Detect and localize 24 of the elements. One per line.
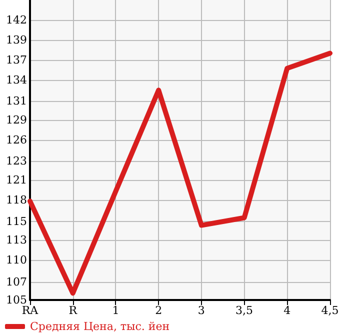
y-tick-label: 113 [6,234,27,246]
x-tick-label: 3 [198,304,205,317]
y-tick-label: 105 [6,294,27,306]
y-tick-label: 123 [6,154,27,168]
x-tick-label: RA [22,304,40,317]
legend-label: Средняя Цена, тыс. йен [30,320,170,333]
x-tick-label: 1 [112,304,120,317]
y-tick-label: 139 [6,34,27,46]
y-tick-label: 110 [6,254,27,266]
y-tick-label: 107 [6,275,27,288]
x-tick-label: 4 [284,304,291,317]
y-tick-label: 129 [6,114,27,126]
y-tick-label: 115 [6,215,27,228]
y-tick-label: 134 [6,74,27,86]
y-tick-label: 137 [6,54,27,66]
y-tick-label: 142 [6,14,27,26]
y-tick-label: 131 [6,94,27,108]
x-tick-label: 4,5 [321,304,339,317]
y-tick-label: 126 [6,134,27,146]
y-tick-label: 118 [6,194,27,206]
x-tick-label: 3,5 [236,304,254,317]
y-tick-label: 121 [6,174,27,186]
x-tick-label: 2 [155,304,162,317]
x-tick-label: R [68,304,78,317]
